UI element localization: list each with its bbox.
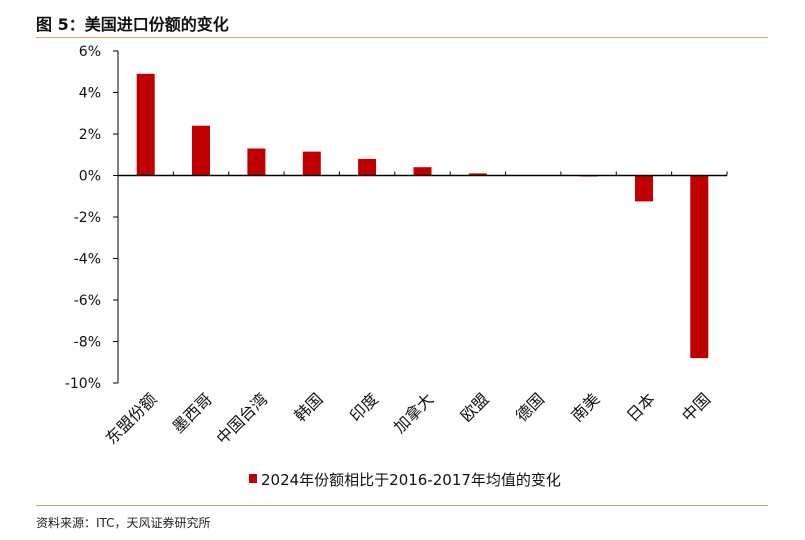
figure-title: 图 5：美国进口份额的变化 xyxy=(36,15,229,34)
y-tick-label: 4% xyxy=(79,86,101,102)
bar-中国 xyxy=(690,175,709,359)
bar-韩国 xyxy=(302,151,321,176)
y-tick-label: -10% xyxy=(65,376,101,392)
y-tick-label: -6% xyxy=(74,293,101,309)
y-tick-label: 0% xyxy=(79,169,101,185)
source-note: 资料来源：ITC，天风证券研究所 xyxy=(36,516,211,530)
y-tick-label: 6% xyxy=(79,44,101,60)
bar-东盟份额 xyxy=(136,73,155,176)
x-category-label: 欧盟 xyxy=(457,389,493,425)
bars-group xyxy=(136,73,709,359)
y-axis-ticks: 6% 4% 2% 0% -2% -4% -6% -8% -10% xyxy=(65,44,118,392)
x-category-label: 德国 xyxy=(512,389,548,425)
x-category-label: 南美 xyxy=(567,389,603,425)
legend-swatch xyxy=(249,474,257,483)
legend-label: 2024年份额相比于2016-2017年均值的变化 xyxy=(261,471,561,489)
x-category-label: 中国台湾 xyxy=(213,389,272,448)
x-category-label: 印度 xyxy=(346,389,382,425)
y-tick-label: -2% xyxy=(74,210,101,226)
y-tick-label: 2% xyxy=(79,127,101,143)
bar-墨西哥 xyxy=(192,125,210,176)
y-tick-label: -4% xyxy=(74,252,101,268)
x-category-label: 韩国 xyxy=(291,389,327,425)
x-category-label: 加拿大 xyxy=(390,389,437,436)
x-category-label: 中国 xyxy=(678,389,714,425)
x-category-label: 墨西哥 xyxy=(168,389,215,436)
bar-印度 xyxy=(358,158,377,176)
legend: 2024年份额相比于2016-2017年均值的变化 xyxy=(249,471,561,489)
source-divider xyxy=(36,505,768,506)
x-category-label: 日本 xyxy=(623,389,659,425)
title-divider xyxy=(36,37,768,38)
y-tick-label: -8% xyxy=(74,335,101,351)
bar-中国台湾 xyxy=(247,148,266,176)
axes-group xyxy=(117,51,728,383)
bar-欧盟 xyxy=(468,173,487,176)
bar-日本 xyxy=(635,175,653,202)
bar-加拿大 xyxy=(413,167,432,176)
x-category-label: 东盟份额 xyxy=(102,389,161,448)
